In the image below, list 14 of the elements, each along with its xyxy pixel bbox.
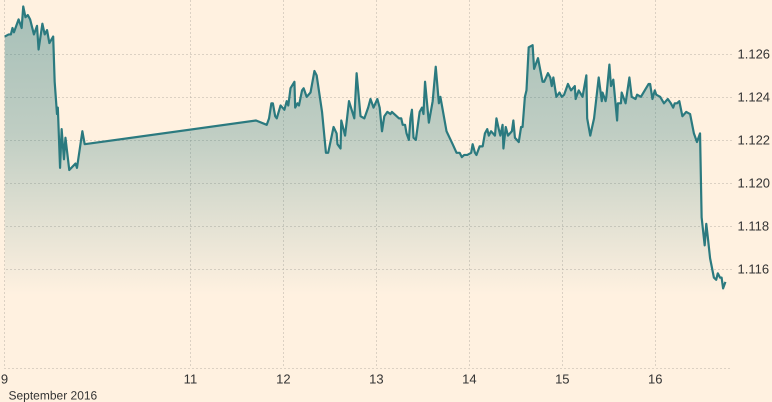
x-axis-title: September 2016 (8, 388, 98, 402)
x-tick-label: 13 (369, 372, 384, 386)
y-tick-label: 1.118 (738, 218, 770, 234)
y-tick-label: 1.120 (738, 175, 770, 190)
x-tick-label: 12 (276, 372, 291, 386)
x-tick-label: 16 (648, 372, 662, 386)
x-tick-label: 14 (462, 372, 477, 386)
x-tick-label: 11 (184, 372, 198, 386)
y-tick-label: 1.116 (738, 262, 770, 277)
x-tick-label: 9 (0, 372, 8, 386)
y-tick-label: 1.124 (738, 89, 770, 104)
y-tick-label: 1.126 (738, 46, 770, 62)
x-tick-label: 15 (555, 372, 570, 386)
y-tick-label: 1.122 (738, 132, 770, 148)
